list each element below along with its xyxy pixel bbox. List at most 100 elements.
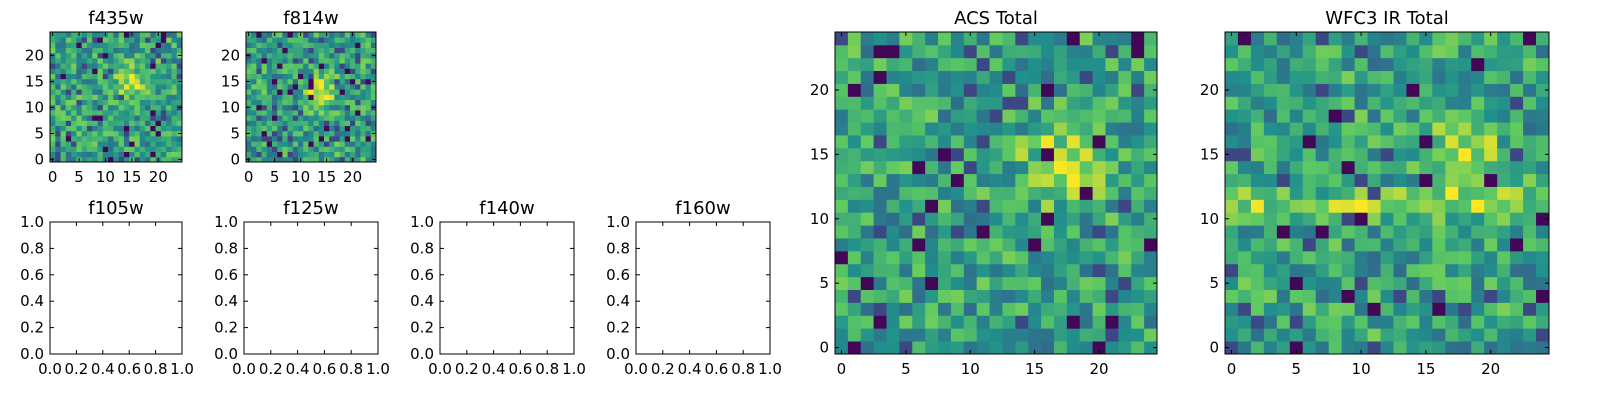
heatmap-cell xyxy=(1328,225,1343,239)
heatmap-cell xyxy=(1510,250,1524,265)
heatmap-cell xyxy=(1237,328,1252,342)
heatmap-cell xyxy=(938,173,952,187)
heatmap-cell xyxy=(1497,57,1511,72)
heatmap-cell xyxy=(339,58,346,64)
heatmap-cell xyxy=(102,125,109,132)
heatmap-cell xyxy=(282,32,288,38)
heatmap-cell xyxy=(277,84,283,90)
heatmap-cell xyxy=(123,47,130,54)
heatmap-cell xyxy=(1536,109,1550,123)
heatmap-cell xyxy=(1053,173,1068,187)
heatmap-cell xyxy=(925,147,939,162)
heatmap-cell xyxy=(1471,238,1485,252)
heatmap-cell xyxy=(1066,276,1081,290)
heatmap-cell xyxy=(1079,109,1093,123)
heatmap-cell xyxy=(899,315,913,329)
heatmap-cell xyxy=(1053,250,1068,265)
heatmap-cell xyxy=(1092,147,1106,162)
heatmap-cell xyxy=(950,44,965,59)
heatmap-cell xyxy=(1406,302,1420,316)
heatmap-cell xyxy=(925,225,939,239)
heatmap-cell xyxy=(1315,212,1330,226)
y-tick-label: 0.0 xyxy=(410,345,434,363)
heatmap-cell xyxy=(261,32,268,38)
heatmap-cell xyxy=(1105,315,1119,329)
heatmap-cell xyxy=(976,122,990,136)
heatmap-cell xyxy=(308,110,314,116)
heatmap-cell xyxy=(134,136,141,142)
heatmap-cell xyxy=(1315,109,1330,123)
heatmap-cell xyxy=(912,122,926,136)
heatmap-cell xyxy=(1237,44,1252,59)
heatmap-cell xyxy=(171,120,178,126)
heatmap-cell xyxy=(1066,96,1081,110)
heatmap-cell xyxy=(1289,289,1304,303)
heatmap-cell xyxy=(282,68,288,74)
heatmap-cell xyxy=(1118,44,1132,59)
heatmap-cell xyxy=(1419,32,1433,46)
heatmap-cell xyxy=(925,212,939,226)
heatmap-cell xyxy=(303,78,309,85)
heatmap-cell xyxy=(81,104,88,111)
heatmap-cell xyxy=(1380,109,1394,123)
heatmap-cell xyxy=(1510,225,1524,239)
heatmap-cell xyxy=(92,73,98,80)
heatmap-cell xyxy=(860,289,875,303)
x-tick-label: 0.2 xyxy=(64,360,88,378)
heatmap-cell xyxy=(1406,289,1420,303)
heatmap-cell xyxy=(847,109,862,123)
heatmap-cell xyxy=(261,63,268,69)
heatmap-cell xyxy=(1471,250,1485,265)
heatmap-cell xyxy=(92,130,98,137)
heatmap-cell xyxy=(50,37,56,43)
heatmap-cell xyxy=(886,212,900,226)
heatmap-cell xyxy=(308,32,314,38)
heatmap-cell xyxy=(1419,289,1433,303)
heatmap-cell xyxy=(1419,328,1433,342)
heatmap-cell xyxy=(360,52,366,59)
heatmap-cell xyxy=(1092,173,1106,187)
heatmap-cell xyxy=(886,341,900,355)
heatmap-cell xyxy=(108,110,114,116)
heatmap-cell xyxy=(1002,212,1016,226)
x-tick-label: 10 xyxy=(291,168,310,186)
heatmap-cell xyxy=(76,104,83,111)
heatmap-cell xyxy=(308,89,314,95)
heatmap-cell xyxy=(1458,57,1472,72)
heatmap-cell xyxy=(360,146,366,152)
heatmap-cell xyxy=(860,70,875,84)
heatmap-cell xyxy=(92,32,98,38)
heatmap-cell xyxy=(155,78,162,85)
heatmap-cell xyxy=(251,141,257,147)
heatmap-cell xyxy=(1250,44,1265,59)
heatmap-cell xyxy=(365,115,372,121)
heatmap-cell xyxy=(873,328,887,342)
x-tick-label: 0.6 xyxy=(508,360,532,378)
heatmap-cell xyxy=(350,42,356,48)
heatmap-cell xyxy=(1237,135,1252,149)
heatmap-cell xyxy=(324,84,330,90)
heatmap-cell xyxy=(963,186,978,200)
heatmap-cell xyxy=(1015,276,1029,290)
heatmap-cell xyxy=(71,68,77,74)
heatmap-cell xyxy=(272,78,278,85)
heatmap-cell xyxy=(155,84,162,90)
heatmap-cell xyxy=(92,63,98,69)
heatmap-cell xyxy=(873,238,887,252)
heatmap-cell xyxy=(1225,276,1239,290)
heatmap-cell xyxy=(1015,250,1029,265)
heatmap-cell xyxy=(303,99,309,106)
heatmap-cell xyxy=(292,141,299,147)
heatmap-cell xyxy=(339,89,346,95)
heatmap-cell xyxy=(292,68,299,74)
heatmap-cell xyxy=(1276,302,1291,316)
heatmap-cell xyxy=(102,136,109,142)
heatmap-cell xyxy=(113,125,120,132)
heatmap-cell xyxy=(287,151,294,158)
heatmap-cell xyxy=(272,52,278,59)
heatmap-cell xyxy=(1497,83,1511,97)
heatmap-cell xyxy=(1053,147,1068,162)
heatmap-cell xyxy=(102,63,109,69)
heatmap-cell xyxy=(1484,302,1498,316)
heatmap-cell xyxy=(1406,83,1420,97)
